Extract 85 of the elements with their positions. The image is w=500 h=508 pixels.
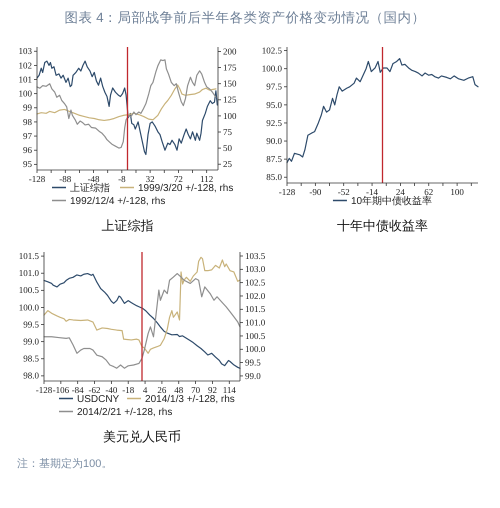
x-tick-label: 70	[191, 385, 201, 395]
x-tick-label: 32	[146, 174, 155, 184]
text: 注：基期定为100。	[17, 457, 112, 470]
y2-tick-label: 101.5	[245, 304, 266, 314]
y-tick-label: 90.0	[266, 136, 282, 146]
x-tick-label: 4	[142, 385, 148, 395]
x-tick-label: 112	[200, 174, 214, 184]
x-tick-label: -128	[36, 385, 53, 395]
x-tick-label: 100	[450, 187, 464, 197]
y2-tick-label: 50	[223, 142, 232, 153]
y-tick-label: 97	[23, 130, 32, 141]
y-tick-label: 95.0	[266, 100, 282, 110]
y-tick-label: 102	[18, 60, 32, 70]
x-tick-label: -128	[278, 187, 296, 197]
line-series	[36, 84, 216, 122]
y-tick-label: 99	[23, 102, 32, 113]
y2-tick-label: 100	[223, 110, 237, 121]
line-series	[43, 256, 241, 354]
y-tick-label: 103	[18, 46, 32, 56]
y2-tick-label: 75	[223, 126, 232, 137]
legend-label: 2014/2/21 +/-128, rhs	[77, 407, 172, 418]
y-tick-label: 100.0	[262, 64, 282, 74]
y2-tick-label: 99.0	[245, 370, 262, 381]
x-tick-label: -88	[59, 174, 72, 184]
y2-tick-label: 100.5	[245, 330, 266, 341]
x-tick-label: -14	[366, 187, 379, 197]
y2-tick-label: 125	[223, 94, 237, 105]
legend-label: USDCNY	[77, 394, 120, 405]
y2-tick-label: 25	[223, 159, 232, 170]
y-tick-label: 101	[18, 74, 32, 84]
y-tick-label: 92.5	[266, 118, 282, 128]
y2-tick-label: 175	[223, 62, 237, 72]
y2-tick-label: 200	[223, 46, 237, 56]
text: 十年中债收益率	[337, 218, 428, 233]
y-tick-label: 98.0	[23, 370, 40, 381]
y2-tick-label: 102.0	[245, 290, 266, 301]
y-tick-label: 100	[18, 88, 32, 99]
legend-label: 10年期中债收益率	[350, 195, 432, 207]
legend-label: 1992/12/4 +/-128, rhs	[70, 196, 166, 207]
x-tick-label: -128	[28, 174, 46, 184]
x-tick-label: -48	[88, 174, 100, 184]
x-tick-label: -18	[122, 385, 135, 395]
y-tick-label: 95	[23, 159, 32, 170]
y-tick-label: 99.5	[23, 319, 40, 330]
y-tick-label: 101.5	[18, 250, 40, 261]
y-tick-label: 100.0	[18, 302, 40, 312]
line-series	[43, 272, 241, 369]
y2-tick-label: 99.5	[245, 357, 262, 368]
y2-tick-label: 101.0	[245, 318, 266, 328]
text: 上证综指	[102, 218, 154, 233]
x-tick-label: 26	[157, 385, 167, 395]
x-tick-label: 92	[208, 385, 217, 395]
x-tick-label: 72	[174, 174, 183, 184]
y-tick-label: 97.5	[266, 82, 282, 92]
x-tick-label: 114	[222, 385, 236, 395]
legend-label: 上证综指	[70, 182, 110, 194]
x-tick-label: 24	[396, 187, 406, 197]
y-tick-label: 98.5	[23, 354, 40, 364]
y2-tick-label: 150	[223, 78, 237, 89]
y-tick-label: 102.5	[262, 45, 282, 56]
x-tick-label: 48	[174, 385, 184, 395]
legend-label: 2014/1/3 +/-128, rhs	[145, 394, 235, 405]
y2-tick-label: 103.5	[245, 250, 266, 261]
line-series	[286, 58, 479, 164]
x-tick-label: -52	[338, 187, 350, 197]
x-tick-label: -40	[105, 385, 118, 395]
x-tick-label: -62	[88, 385, 101, 395]
y-tick-label: 100.5	[18, 285, 40, 296]
y-tick-label: 96	[23, 145, 32, 156]
y2-tick-label: 100.0	[245, 344, 266, 354]
y-tick-label: 101.0	[18, 268, 40, 278]
y2-tick-label: 102.5	[245, 278, 266, 288]
y-tick-label: 98	[23, 116, 32, 127]
text: 图表 4：局部战争前后半年各类资产价格变动情况（国内）	[64, 10, 426, 25]
y-tick-label: 87.5	[266, 154, 282, 164]
text: 美元兑人民币	[103, 429, 181, 444]
x-tick-label: -106	[52, 385, 70, 395]
legend-label: 1999/3/20 +/-128, rhs	[138, 183, 234, 194]
x-tick-label: 62	[424, 187, 434, 197]
y-tick-label: 85.0	[266, 172, 282, 182]
y2-tick-label: 103.0	[245, 264, 266, 274]
y-tick-label: 99.0	[23, 336, 40, 347]
x-tick-label: -90	[309, 187, 322, 197]
x-tick-label: -8	[118, 174, 126, 184]
x-tick-label: -84	[72, 385, 84, 395]
